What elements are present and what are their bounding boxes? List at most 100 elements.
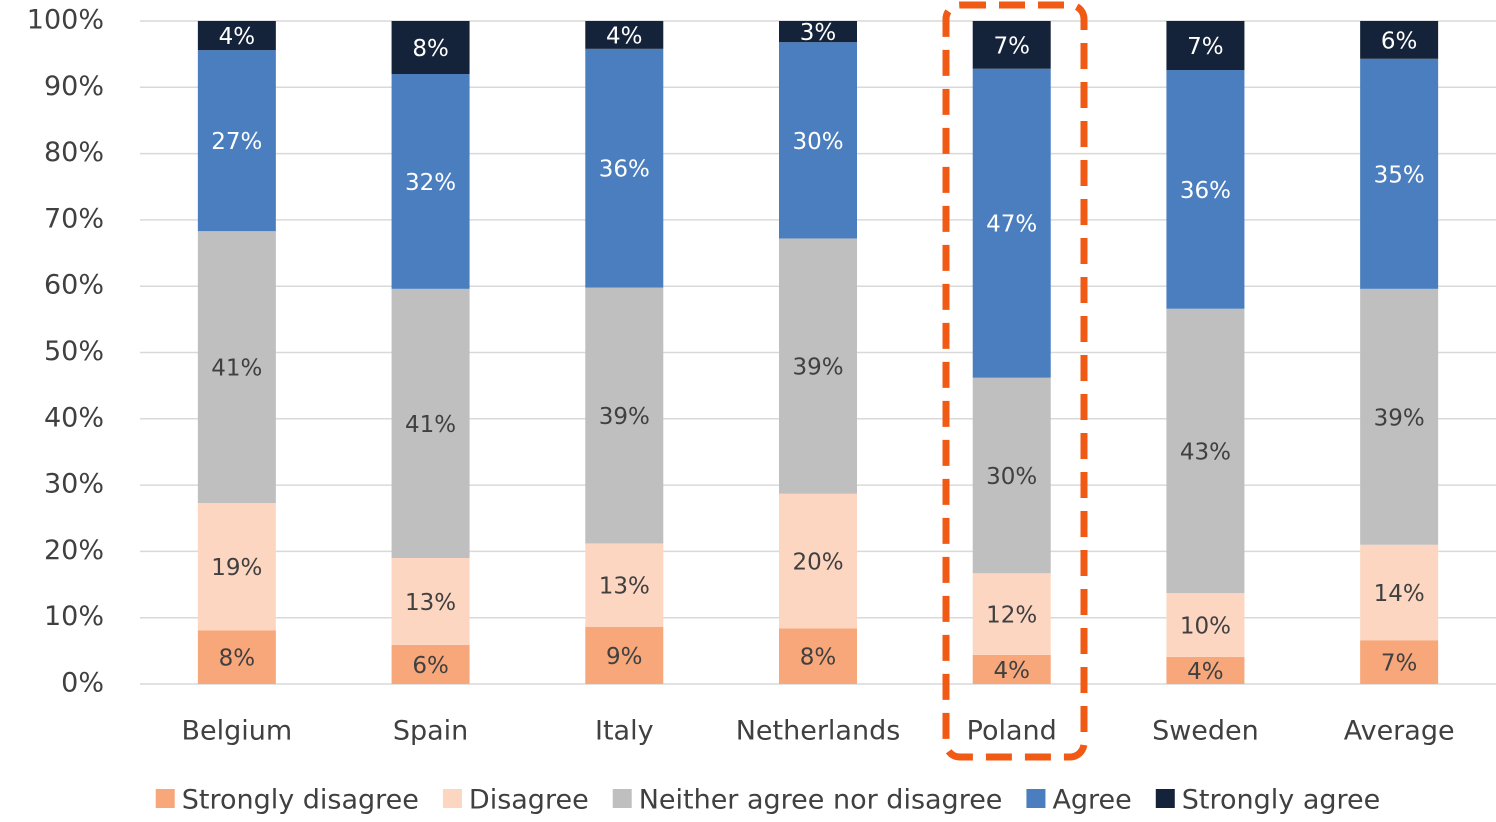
bar-segment bbox=[1166, 308, 1245, 594]
highlight-box bbox=[942, 1, 1088, 761]
y-tick-label: 50% bbox=[44, 336, 104, 367]
bar-segment bbox=[197, 50, 276, 232]
y-tick-label: 10% bbox=[44, 601, 104, 632]
data-label: 9% bbox=[606, 644, 643, 670]
bar-segment bbox=[779, 493, 857, 629]
x-tick-label: Netherlands bbox=[736, 716, 901, 747]
bar-segment bbox=[779, 21, 857, 43]
data-label: 10% bbox=[1180, 613, 1231, 639]
bar-segment bbox=[391, 74, 470, 289]
bar-segment bbox=[585, 287, 664, 544]
bar-segment bbox=[585, 626, 664, 684]
bar-segment bbox=[1360, 58, 1439, 289]
data-label: 6% bbox=[412, 653, 449, 679]
bar-segment bbox=[1166, 593, 1245, 657]
data-label: 35% bbox=[1374, 162, 1425, 188]
data-label: 27% bbox=[211, 129, 262, 155]
data-label: 7% bbox=[1381, 651, 1418, 677]
data-label: 8% bbox=[219, 646, 256, 672]
bar-segment bbox=[972, 377, 1051, 574]
bar-segment bbox=[585, 48, 664, 288]
legend-swatch bbox=[1026, 789, 1046, 808]
legend-label: Agree bbox=[1052, 785, 1131, 816]
data-label: 30% bbox=[792, 129, 843, 155]
legend-label: Strongly disagree bbox=[182, 785, 419, 816]
data-label: 8% bbox=[412, 36, 449, 62]
x-tick-label: Belgium bbox=[182, 716, 293, 747]
bar-segment bbox=[391, 21, 470, 75]
bar-segment bbox=[972, 68, 1051, 378]
bar-segment bbox=[1360, 21, 1439, 59]
data-label: 39% bbox=[599, 404, 650, 430]
data-label: 14% bbox=[1374, 581, 1425, 607]
data-label: 41% bbox=[405, 412, 456, 438]
bar-segment bbox=[197, 21, 276, 51]
bar-segment bbox=[391, 558, 470, 645]
legend-label: Disagree bbox=[469, 785, 589, 816]
bar-segment bbox=[197, 503, 276, 631]
legend-label: Strongly agree bbox=[1182, 785, 1380, 816]
y-tick-label: 70% bbox=[44, 203, 104, 234]
bar-segment bbox=[1360, 288, 1439, 545]
y-tick-label: 80% bbox=[44, 137, 104, 168]
legend-swatch bbox=[1155, 789, 1175, 808]
bar-segment bbox=[391, 644, 470, 684]
bar-segment bbox=[972, 21, 1051, 69]
data-label: 13% bbox=[405, 590, 456, 616]
y-tick-label: 90% bbox=[44, 71, 104, 102]
y-tick-label: 30% bbox=[44, 469, 104, 500]
data-label: 13% bbox=[599, 574, 650, 600]
data-label: 20% bbox=[792, 550, 843, 576]
data-label: 6% bbox=[1381, 28, 1418, 54]
legend-swatch bbox=[442, 789, 462, 808]
bar-segment bbox=[1360, 640, 1439, 684]
legend-label: Neither agree nor disagree bbox=[639, 785, 1003, 816]
bar-segment bbox=[779, 238, 857, 494]
x-tick-label: Poland bbox=[967, 716, 1057, 747]
y-tick-label: 100% bbox=[27, 5, 104, 36]
bar-segment bbox=[779, 42, 857, 239]
data-label: 19% bbox=[211, 555, 262, 581]
legend-swatch bbox=[155, 789, 175, 808]
bar-segment bbox=[197, 231, 276, 504]
data-label: 36% bbox=[599, 157, 650, 183]
bar-segment bbox=[197, 630, 276, 684]
data-label: 12% bbox=[986, 603, 1037, 629]
bar-segment bbox=[1166, 21, 1245, 71]
data-label: 4% bbox=[993, 658, 1030, 684]
legend-swatch bbox=[612, 789, 632, 808]
bar-segment bbox=[972, 573, 1051, 655]
x-tick-label: Sweden bbox=[1152, 716, 1259, 747]
bar-segment bbox=[972, 654, 1051, 684]
data-label: 8% bbox=[800, 645, 837, 671]
data-label: 4% bbox=[1187, 659, 1224, 685]
data-label: 36% bbox=[1180, 178, 1231, 204]
bar-segment bbox=[391, 288, 470, 559]
data-label: 41% bbox=[211, 356, 262, 382]
data-label: 39% bbox=[1374, 405, 1425, 431]
data-label: 7% bbox=[1187, 34, 1224, 60]
data-label: 47% bbox=[986, 212, 1037, 238]
bar-segment bbox=[779, 628, 857, 684]
x-tick-label: Spain bbox=[393, 716, 468, 747]
data-label: 7% bbox=[993, 33, 1030, 59]
y-tick-label: 60% bbox=[44, 270, 104, 301]
bar-segment bbox=[585, 21, 664, 49]
x-tick-label: Average bbox=[1344, 716, 1455, 747]
bar-segment bbox=[1166, 656, 1245, 684]
data-label: 4% bbox=[606, 23, 643, 49]
data-label: 32% bbox=[405, 170, 456, 196]
y-tick-label: 40% bbox=[44, 402, 104, 433]
data-label: 3% bbox=[800, 20, 837, 46]
bar-segment bbox=[1360, 544, 1439, 641]
data-label: 43% bbox=[1180, 439, 1231, 465]
y-tick-label: 0% bbox=[61, 668, 104, 699]
data-label: 30% bbox=[986, 464, 1037, 490]
bar-segment bbox=[585, 543, 664, 627]
data-label: 4% bbox=[219, 24, 256, 50]
y-tick-label: 20% bbox=[44, 535, 104, 566]
x-tick-label: Italy bbox=[595, 716, 654, 747]
bar-segment bbox=[1166, 70, 1245, 309]
data-label: 39% bbox=[792, 355, 843, 381]
